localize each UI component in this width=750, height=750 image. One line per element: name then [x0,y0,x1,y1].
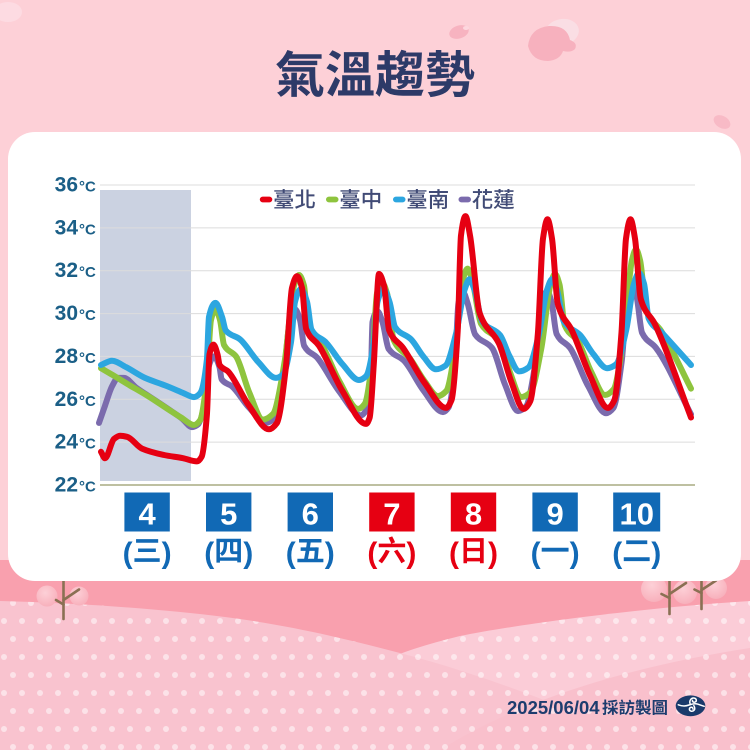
svg-text:): ) [488,537,498,570]
svg-text:): ) [406,537,416,570]
svg-text:°C: °C [79,479,96,496]
svg-text:°C: °C [79,350,96,367]
svg-text:): ) [325,537,335,570]
svg-text:): ) [651,537,661,570]
svg-text:2025/06/04: 2025/06/04 [507,697,600,718]
svg-text:(: ( [612,537,622,570]
svg-text:(: ( [367,537,377,570]
svg-text:36: 36 [55,174,78,197]
svg-text:32: 32 [55,259,78,282]
svg-text:4: 4 [138,497,156,532]
svg-text:(: ( [449,537,459,570]
svg-text:°C: °C [79,221,96,238]
svg-text:10: 10 [619,497,653,532]
svg-text:22: 22 [55,474,78,497]
svg-text:): ) [570,537,580,570]
svg-text:30: 30 [55,302,78,325]
svg-text:): ) [243,537,253,570]
svg-text:9: 9 [546,497,563,532]
svg-text:(: ( [286,537,296,570]
svg-text:°C: °C [79,307,96,324]
svg-text:(: ( [204,537,214,570]
svg-text:°C: °C [79,264,96,281]
svg-text:°C: °C [79,393,96,410]
svg-text:): ) [162,537,172,570]
svg-text:(: ( [531,537,541,570]
svg-text:8: 8 [465,497,482,532]
svg-text:°C: °C [79,436,96,453]
svg-text:5: 5 [220,497,237,532]
svg-text:34: 34 [55,216,79,239]
svg-text:24: 24 [55,431,79,454]
svg-text:6: 6 [302,497,319,532]
svg-text:7: 7 [383,497,400,532]
svg-text:°C: °C [79,179,96,196]
svg-text:(: ( [123,537,133,570]
svg-text:26: 26 [55,388,78,411]
svg-text:28: 28 [55,345,79,368]
